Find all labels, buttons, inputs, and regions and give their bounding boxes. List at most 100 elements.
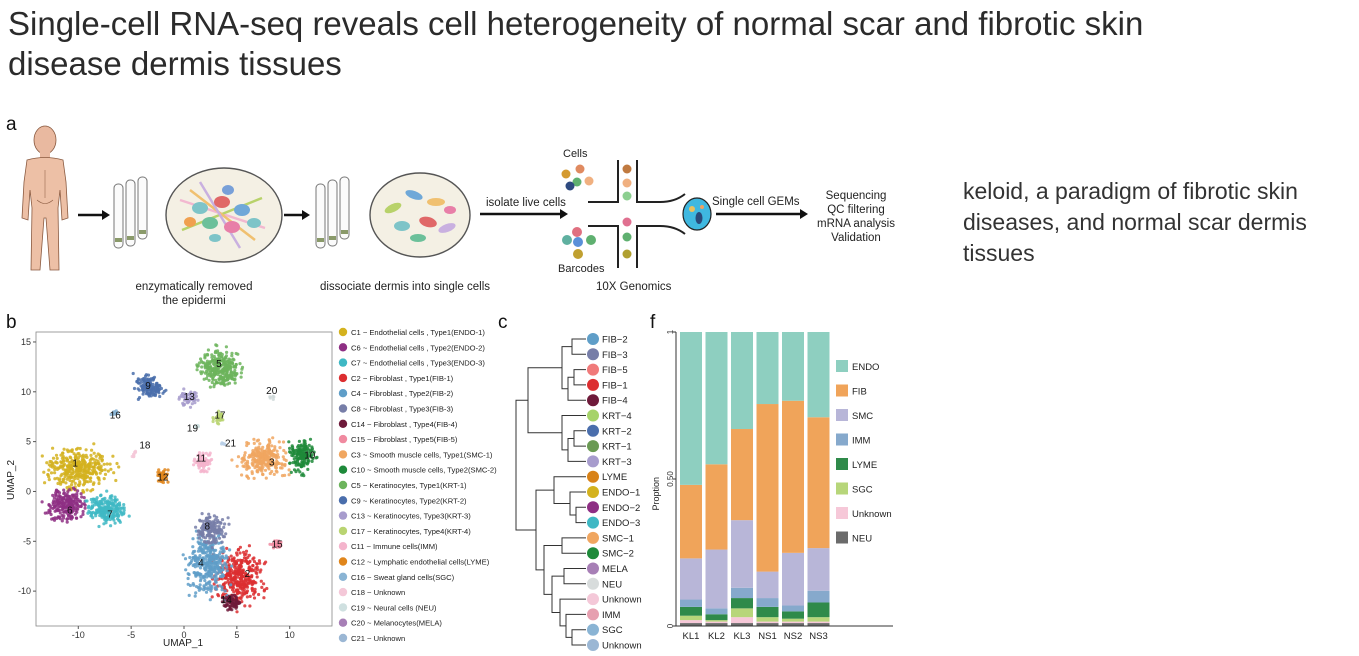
bar-segment-ENDO	[731, 332, 753, 430]
human-figure-icon	[21, 125, 69, 271]
umap-legend-item: C15 ~ Fibroblast , Type5(FIB-5)	[338, 434, 458, 444]
bar-segment-FIB	[756, 404, 779, 572]
panel-b-label: b	[6, 312, 17, 333]
bar-segment-LYME	[782, 611, 804, 619]
svg-text:ENDO−3: ENDO−3	[602, 518, 640, 529]
bar-segment-LYME	[680, 606, 702, 616]
bar-ytick: 0	[666, 623, 675, 628]
bar-ylabel: Proption	[651, 477, 661, 511]
dendrogram-leaf: ENDO−3	[587, 516, 640, 529]
svg-text:C9 ~ Keratinocytes, Type2(KRT-: C9 ~ Keratinocytes, Type2(KRT-2)	[351, 496, 467, 505]
bar-segment-SGC	[807, 617, 830, 622]
umap-legend-item: C6 ~ Endothelial cells , Type2(ENDO-2)	[338, 343, 485, 352]
svg-text:C5 ~ Keratinocytes, Type1(KRT-: C5 ~ Keratinocytes, Type1(KRT-1)	[351, 481, 467, 490]
umap-legend-item: C21 ~ Unknown	[338, 633, 405, 643]
umap-legend-item: C4 ~ Fibroblast , Type2(FIB-2)	[338, 389, 454, 398]
svg-text:C7 ~ Endothelial cells , Type3: C7 ~ Endothelial cells , Type3(ENDO-3)	[351, 359, 485, 368]
bar-xtick: KL2	[708, 631, 725, 642]
svg-text:C18 ~ Unknown: C18 ~ Unknown	[351, 588, 405, 597]
umap-xtick: 10	[285, 630, 295, 640]
bar-legend-item: SGC	[836, 482, 873, 496]
svg-text:FIB−1: FIB−1	[602, 380, 628, 391]
umap-xtick: -10	[72, 630, 85, 640]
svg-text:C10 ~ Smooth muscle cells, Typ: C10 ~ Smooth muscle cells, Type2(SMC-2)	[351, 466, 497, 475]
bar-segment-ENDO	[680, 332, 702, 485]
dendrogram-leaf: KRT−4	[587, 409, 632, 422]
umap-legend-item: C3 ~ Smooth muscle cells, Type1(SMC-1)	[338, 450, 493, 459]
svg-text:SMC−1: SMC−1	[602, 533, 634, 544]
umap-ytick: 0	[26, 486, 31, 496]
svg-text:FIB−5: FIB−5	[602, 365, 628, 376]
bar-legend-item: NEU	[836, 531, 872, 545]
svg-text:IMM: IMM	[852, 436, 871, 447]
bar-legend-item: FIB	[836, 384, 867, 398]
umap-cluster-20	[268, 394, 276, 401]
svg-text:C20 ~ Melanocytes(MELA): C20 ~ Melanocytes(MELA)	[351, 619, 442, 628]
svg-text:FIB−3: FIB−3	[602, 350, 628, 361]
umap-cluster-label-10: 10	[304, 451, 316, 462]
umap-cluster-3	[230, 436, 291, 480]
dendrogram-leaf: SMC−2	[587, 547, 634, 560]
dendrogram-leaf: IMM	[587, 608, 621, 621]
svg-text:C17 ~ Keratinocytes, Type4(KRT: C17 ~ Keratinocytes, Type4(KRT-4)	[351, 527, 471, 536]
bar-xtick: KL3	[734, 631, 751, 642]
umap-legend-item: C11 ~ Immune cells(IMM)	[338, 542, 438, 551]
side-caption: keloid, a paradigm of fibrotic skin dise…	[963, 178, 1307, 266]
umap-cluster-label-20: 20	[266, 386, 278, 397]
svg-text:C11 ~ Immune cells(IMM): C11 ~ Immune cells(IMM)	[351, 542, 438, 551]
bar-segment-SMC	[705, 549, 728, 609]
final-step-4: Validation	[831, 232, 881, 244]
umap-legend-item: C5 ~ Keratinocytes, Type1(KRT-1)	[338, 480, 467, 490]
svg-text:NEU: NEU	[852, 534, 872, 545]
umap-cluster-5	[195, 343, 245, 389]
umap-legend-item: C7 ~ Endothelial cells , Type3(ENDO-3)	[338, 358, 485, 368]
bar-xtick: NS2	[784, 631, 802, 642]
bar-ytick: 1	[666, 329, 675, 334]
svg-text:C6 ~ Endothelial cells , Type2: C6 ~ Endothelial cells , Type2(ENDO-2)	[351, 343, 485, 352]
umap-cluster-label-18: 18	[139, 441, 151, 452]
svg-text:SMC: SMC	[852, 411, 873, 422]
bar-segment-FIB	[731, 429, 753, 521]
cells-label: Cells	[563, 148, 588, 160]
bar-segment-NEU	[731, 623, 753, 626]
umap-cluster-label-12: 12	[157, 472, 169, 483]
page-title: Single-cell RNA-seq reveals cell heterog…	[8, 5, 1144, 82]
svg-text:KRT−2: KRT−2	[602, 426, 632, 437]
svg-text:KRT−4: KRT−4	[602, 411, 632, 422]
workflow-diagram: a	[6, 114, 895, 307]
umap-cluster-1	[40, 442, 121, 498]
bar-segment-IMM	[680, 599, 702, 607]
barcodes-label: Barcodes	[558, 263, 605, 275]
svg-text:LYME: LYME	[852, 460, 877, 471]
bar-segment-LYME	[731, 598, 753, 609]
bar-segment-NEU	[705, 623, 728, 626]
umap-cluster-label-19: 19	[187, 424, 199, 435]
bar-segment-SMC	[782, 552, 804, 606]
bar-groups	[680, 332, 830, 626]
bar-segment-Unknown	[756, 621, 779, 624]
svg-text:C4 ~ Fibroblast , Type2(FIB-2): C4 ~ Fibroblast , Type2(FIB-2)	[351, 389, 454, 398]
test-tubes-icon	[315, 176, 350, 249]
svg-text:C21 ~ Unknown: C21 ~ Unknown	[351, 634, 405, 643]
svg-text:SGC: SGC	[852, 485, 873, 496]
bar-segment-ENDO	[705, 332, 728, 465]
dendrogram-leaf: MELA	[587, 562, 629, 575]
umap-legend: C1 ~ Endothelial cells , Type1(ENDO-1) C6…	[338, 327, 497, 643]
bar-legend-item: LYME	[836, 458, 877, 471]
bar-legend-item: IMM	[836, 433, 871, 447]
umap-cluster-9	[131, 371, 168, 401]
test-tubes-icon	[113, 176, 148, 249]
bar-segment-SGC	[680, 615, 702, 621]
bar-KL3	[731, 332, 753, 626]
svg-text:ENDO−2: ENDO−2	[602, 503, 640, 514]
dendrogram-leaf: SGC	[587, 623, 623, 636]
bar-segment-LYME	[756, 606, 779, 618]
svg-text:C15 ~ Fibroblast , Type5(FIB-5: C15 ~ Fibroblast , Type5(FIB-5)	[351, 435, 458, 444]
umap-legend-item: C12 ~ Lymphatic endothelial cells(LYME)	[338, 557, 490, 567]
svg-text:LYME: LYME	[602, 472, 627, 483]
umap-cluster-18	[130, 449, 138, 459]
umap-cluster-label-14: 14	[221, 595, 233, 606]
svg-text:SMC−2: SMC−2	[602, 549, 634, 560]
umap-cluster-17	[211, 409, 225, 426]
